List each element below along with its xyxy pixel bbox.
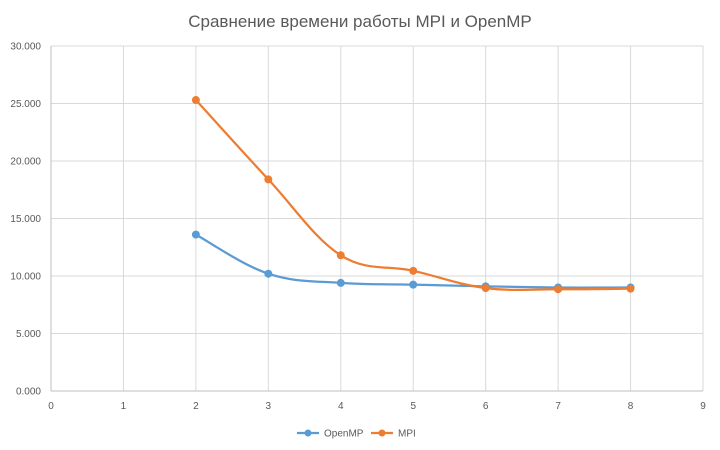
y-tick-label: 10.000 xyxy=(10,272,41,283)
x-tick-label: 8 xyxy=(628,401,634,412)
x-tick-label: 5 xyxy=(410,401,416,412)
legend-item: OpenMP xyxy=(297,429,364,440)
data-point xyxy=(409,266,418,275)
grid xyxy=(51,45,704,391)
chart-title: Сравнение времени работы MPI и OpenMP xyxy=(188,12,532,31)
data-point xyxy=(191,96,200,105)
x-tick-label: 9 xyxy=(700,401,706,412)
y-tick-label: 15.000 xyxy=(10,214,41,225)
x-tick-label: 7 xyxy=(555,401,561,412)
y-tick-label: 20.000 xyxy=(10,157,41,168)
data-point xyxy=(409,280,418,289)
data-point xyxy=(481,284,490,293)
data-point xyxy=(554,285,563,294)
legend-swatch-marker xyxy=(304,429,312,437)
y-tick-label: 0.000 xyxy=(16,387,41,398)
legend-label: OpenMP xyxy=(324,429,364,440)
data-point xyxy=(264,269,273,278)
y-tick-label: 25.000 xyxy=(10,99,41,110)
legend-item: MPI xyxy=(371,429,416,440)
axes: 0.000 5.000 10.000 15.000 20.000 25.000 30.000… xyxy=(10,42,706,413)
data-point xyxy=(336,278,345,287)
legend-swatch-marker xyxy=(378,429,386,437)
x-tick-label: 4 xyxy=(338,401,344,412)
data-point xyxy=(626,284,635,293)
data-point xyxy=(264,175,273,184)
x-tick-label: 2 xyxy=(193,401,199,412)
y-tick-label: 5.000 xyxy=(16,329,41,340)
x-tick-label: 0 xyxy=(48,401,54,412)
series-mpi xyxy=(191,96,635,294)
series-group xyxy=(191,96,635,294)
x-tick-label: 6 xyxy=(483,401,489,412)
y-tick-label: 30.000 xyxy=(10,42,41,53)
legend-label: MPI xyxy=(398,429,416,440)
data-point xyxy=(336,251,345,260)
data-point xyxy=(191,230,200,239)
x-tick-label: 3 xyxy=(266,401,272,412)
x-tick-label: 1 xyxy=(121,401,127,412)
legend: OpenMP MPI xyxy=(297,429,416,440)
